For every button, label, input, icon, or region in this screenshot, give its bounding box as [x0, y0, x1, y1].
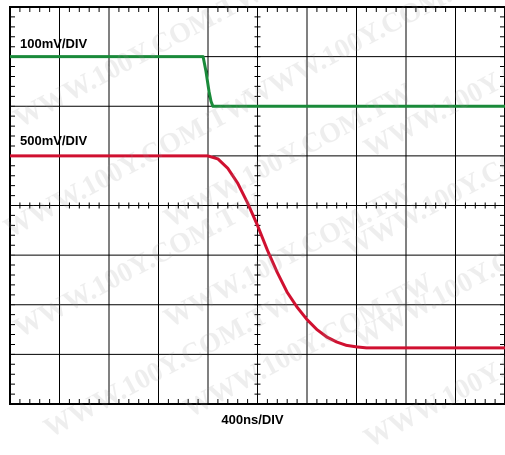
trace-channel-2 [10, 154, 505, 350]
traces [10, 55, 505, 350]
oscilloscope-plot [9, 6, 505, 405]
timebase-label: 400ns/DIV [221, 412, 284, 427]
channel-2-scale-label: 500mV/DIV [20, 133, 88, 148]
graticule [9, 6, 505, 405]
channel-1-scale-label: 100mV/DIV [20, 36, 88, 51]
trace-channel-1 [10, 55, 505, 108]
